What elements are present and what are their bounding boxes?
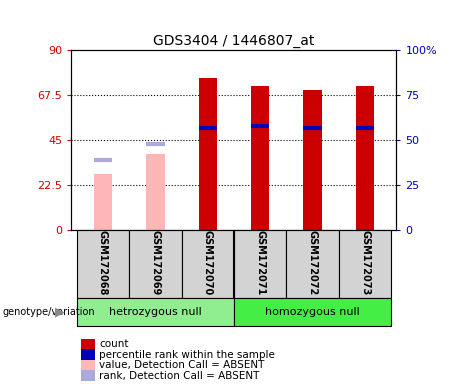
Bar (182, 230, 234, 298)
Bar (286, 230, 339, 298)
Text: homozygous null: homozygous null (265, 307, 360, 317)
Bar (77, 298, 234, 326)
Text: GSM172070: GSM172070 (203, 230, 213, 295)
Bar (146, 154, 165, 230)
Bar (234, 298, 391, 326)
Text: rank, Detection Call = ABSENT: rank, Detection Call = ABSENT (99, 371, 260, 381)
Text: percentile rank within the sample: percentile rank within the sample (99, 350, 275, 360)
Bar (199, 78, 217, 230)
Text: hetrozygous null: hetrozygous null (109, 307, 202, 317)
Bar (339, 230, 391, 298)
Bar (234, 230, 286, 298)
Text: GSM172069: GSM172069 (150, 230, 160, 295)
Bar (356, 86, 374, 230)
Text: GSM172071: GSM172071 (255, 230, 265, 295)
Text: GSM172068: GSM172068 (98, 230, 108, 295)
Bar (94, 174, 112, 230)
Bar (77, 230, 129, 298)
Text: genotype/variation: genotype/variation (2, 307, 95, 317)
Text: GSM172073: GSM172073 (360, 230, 370, 295)
Bar (303, 90, 322, 230)
Text: GSM172072: GSM172072 (307, 230, 318, 295)
Text: ▶: ▶ (55, 306, 65, 318)
Bar (251, 86, 269, 230)
Title: GDS3404 / 1446807_at: GDS3404 / 1446807_at (153, 33, 315, 48)
Text: count: count (99, 339, 129, 349)
Text: value, Detection Call = ABSENT: value, Detection Call = ABSENT (99, 360, 265, 370)
Bar (129, 230, 182, 298)
